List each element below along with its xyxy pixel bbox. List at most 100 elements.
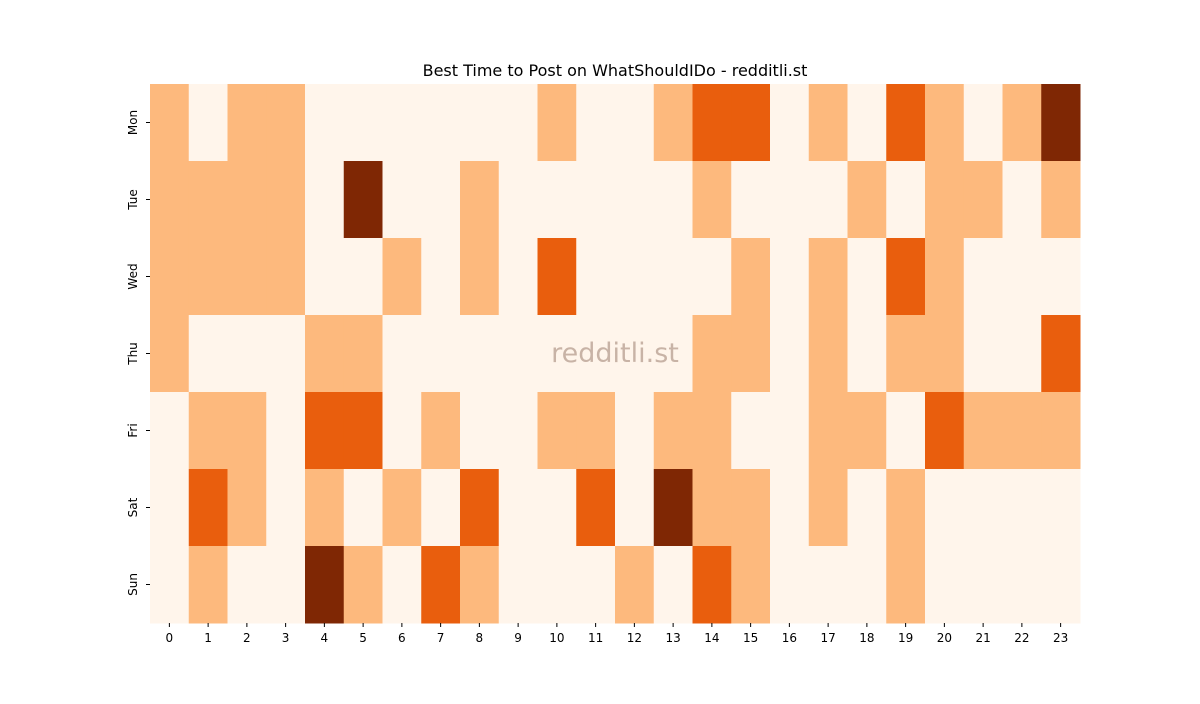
heatmap-cell	[576, 238, 616, 316]
heatmap-cell	[731, 469, 771, 547]
heatmap-cell	[692, 469, 732, 547]
heatmap-cell	[382, 84, 422, 162]
heatmap-cell	[227, 238, 267, 316]
heatmap-cell	[150, 161, 190, 239]
heatmap-cell	[1002, 392, 1042, 470]
heatmap-cell	[847, 546, 887, 624]
heatmap-cell	[731, 392, 771, 470]
x-tick-label: 17	[820, 631, 835, 645]
heatmap-cell	[692, 161, 732, 239]
heatmap-cell	[653, 238, 693, 316]
x-tick-label: 9	[514, 631, 522, 645]
heatmap-cell	[615, 392, 655, 470]
heatmap-cell	[421, 84, 461, 162]
heatmap-cell	[460, 315, 500, 393]
heatmap-cell	[305, 238, 345, 316]
heatmap-cell	[537, 469, 577, 547]
heatmap-cell	[421, 546, 461, 624]
heatmap-cell	[266, 238, 306, 316]
heatmap-cell	[498, 392, 538, 470]
heatmap-cell	[770, 469, 810, 547]
heatmap-cell	[150, 546, 190, 624]
heatmap-cell	[886, 392, 926, 470]
heatmap-cell	[343, 161, 383, 239]
heatmap-cell	[460, 238, 500, 316]
heatmap-cell	[925, 84, 965, 162]
heatmap-cell	[653, 315, 693, 393]
heatmap-cell	[886, 546, 926, 624]
heatmap-cell	[537, 392, 577, 470]
heatmap-cell	[382, 161, 422, 239]
heatmap-cell	[227, 469, 267, 547]
y-tick-label: Sun	[126, 573, 140, 596]
heatmap-cell	[963, 546, 1003, 624]
heatmap-cell	[421, 392, 461, 470]
heatmap-cell	[1002, 161, 1042, 239]
heatmap-cell	[537, 546, 577, 624]
x-tick-label: 3	[282, 631, 290, 645]
x-tick-label: 11	[588, 631, 603, 645]
heatmap-cell	[808, 315, 848, 393]
heatmap-cell	[615, 238, 655, 316]
heatmap-cell	[925, 238, 965, 316]
heatmap-cell	[382, 546, 422, 624]
x-tick-label: 12	[627, 631, 642, 645]
heatmap-cell	[808, 392, 848, 470]
heatmap-cell	[266, 469, 306, 547]
heatmap-cell	[382, 315, 422, 393]
heatmap-cell	[847, 315, 887, 393]
heatmap-cell	[537, 238, 577, 316]
heatmap-cell	[460, 469, 500, 547]
heatmap-cell	[382, 238, 422, 316]
heatmap-cell	[886, 161, 926, 239]
heatmap-cell	[1041, 469, 1081, 547]
heatmap-cell	[963, 238, 1003, 316]
heatmap-cell	[653, 546, 693, 624]
heatmap-cell	[150, 469, 190, 547]
heatmap-cell	[963, 84, 1003, 162]
heatmap-cell	[343, 238, 383, 316]
heatmap-cell	[382, 392, 422, 470]
heatmap-cell	[1041, 315, 1081, 393]
heatmap-cell	[188, 161, 228, 239]
heatmap-cell	[770, 161, 810, 239]
x-tick-label: 10	[549, 631, 564, 645]
heatmap-cell	[460, 84, 500, 162]
x-tick-label: 0	[166, 631, 174, 645]
heatmap-cell	[731, 161, 771, 239]
heatmap-cell	[537, 161, 577, 239]
heatmap-cell	[731, 238, 771, 316]
heatmap-cell	[1041, 238, 1081, 316]
heatmap-cell	[1002, 315, 1042, 393]
heatmap-cell	[498, 315, 538, 393]
heatmap-cell	[421, 315, 461, 393]
y-tick-label: Fri	[126, 423, 140, 437]
heatmap-cell	[886, 469, 926, 547]
heatmap-cell	[653, 84, 693, 162]
heatmap-cell	[615, 469, 655, 547]
heatmap-cell	[886, 84, 926, 162]
heatmap-cell	[808, 161, 848, 239]
heatmap-cell	[808, 469, 848, 547]
heatmap-cell	[770, 84, 810, 162]
heatmap-cell	[963, 469, 1003, 547]
heatmap-cell	[1002, 238, 1042, 316]
x-tick-label: 13	[665, 631, 680, 645]
heatmap-cell	[692, 315, 732, 393]
x-axis: 0 1 2 3 4 5 6 7 8 9 10 11 12 13 14 15 16 17 18 19 20 21 22 23	[166, 623, 1068, 645]
x-tick-label: 5	[359, 631, 367, 645]
heatmap-cell	[653, 392, 693, 470]
heatmap-cell	[808, 238, 848, 316]
heatmap-cell	[692, 238, 732, 316]
heatmap-cell	[1041, 392, 1081, 470]
heatmap-cell	[266, 161, 306, 239]
y-axis: Mon Tue Wed Thu Fri Sat Sun	[126, 110, 150, 596]
heatmap-cell	[653, 469, 693, 547]
x-tick-label: 6	[398, 631, 406, 645]
heatmap-cell	[227, 161, 267, 239]
heatmap-cell	[731, 546, 771, 624]
heatmap-cell	[963, 161, 1003, 239]
heatmap-cell	[421, 469, 461, 547]
heatmap-cell	[460, 546, 500, 624]
